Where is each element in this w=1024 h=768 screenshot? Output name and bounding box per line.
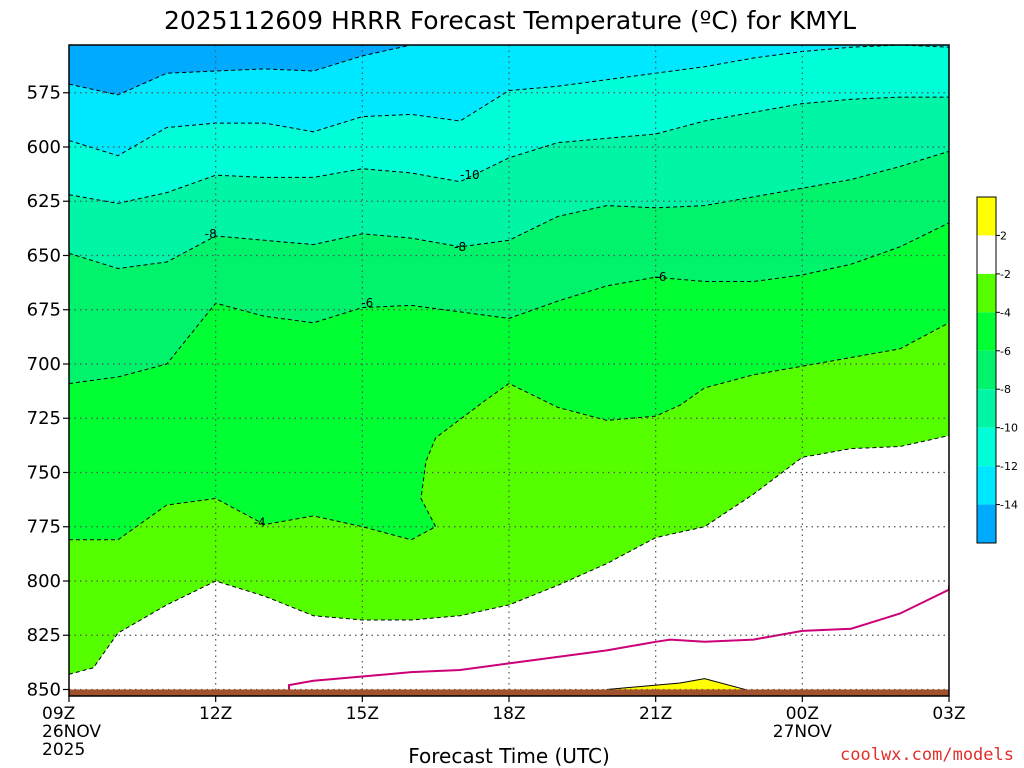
y-tick-label: 650 (27, 245, 61, 266)
contour-line--10 (69, 96, 949, 204)
y-tick-label: 725 (27, 408, 61, 429)
y-tick-label: 675 (27, 300, 61, 321)
y-tick-label: 800 (27, 571, 61, 592)
colorbar-tick-label: -2 (1000, 268, 1011, 281)
x-tick-label: 26NOV (42, 722, 101, 742)
x-tick-label: 12Z (199, 704, 232, 724)
x-tick-label: 09Z (42, 704, 75, 724)
colorbar-swatch (977, 197, 996, 236)
colorbar-tick-label: -14 (1000, 499, 1018, 512)
colorbar-swatch (977, 350, 996, 390)
credit-text: coolwx.com/models (840, 745, 1014, 765)
y-tick-label: 750 (27, 462, 61, 483)
contour-label: -4 (254, 515, 266, 529)
contour-line--2 (69, 435, 949, 675)
contour-line-2 (606, 678, 754, 693)
chart-title: 2025112609 HRRR Forecast Temperature (ºC… (164, 6, 856, 35)
contour-line--4 (69, 322, 949, 541)
colorbar-tick-label: -6 (1000, 345, 1011, 358)
colorbar-swatch (977, 466, 996, 505)
ground-surface (69, 689, 949, 696)
fill-band--2to2 (69, 435, 949, 696)
colorbar-swatch (977, 312, 996, 351)
y-tick-label: 825 (27, 625, 61, 646)
contour-line--6 (69, 222, 949, 384)
x-tick-label: 2025 (42, 740, 85, 760)
contour-line-0 (288, 585, 949, 690)
contour-label: -10 (460, 168, 480, 182)
colorbar-tick-label: -10 (1000, 422, 1018, 435)
y-tick-label: 775 (27, 517, 61, 538)
y-tick-label: 700 (27, 354, 61, 375)
contour-label: -6 (361, 296, 373, 310)
colorbar-tick-label: -8 (1000, 383, 1011, 396)
x-tick-label: 18Z (492, 704, 525, 724)
colorbar-swatch (977, 389, 996, 428)
x-tick-label: 15Z (346, 704, 379, 724)
colorbar-swatch (977, 235, 996, 274)
colorbar-swatch (977, 427, 996, 467)
colorbar: 2 -2 -4 -6 -8 -10 -12 -14 (976, 196, 1018, 544)
colorbar-tick-label: -12 (1000, 460, 1018, 473)
contour-label: -8 (454, 240, 466, 254)
colorbar-tick-label: -4 (1000, 306, 1011, 319)
x-tick-label: 21Z (639, 704, 672, 724)
y-tick-label: 575 (27, 83, 61, 104)
contour-line--14 (69, 45, 412, 96)
x-axis-label: Forecast Time (UTC) (408, 744, 610, 768)
y-tick-label: 625 (27, 191, 61, 212)
colorbar-frame (976, 196, 997, 544)
contour-label: -8 (205, 227, 217, 241)
contour-label: -6 (655, 270, 667, 284)
colorbar-swatch (977, 504, 996, 543)
colorbar-swatch (977, 273, 996, 313)
x-tick-label: 03Z (932, 704, 965, 724)
colorbar-tick-label: 2 (1000, 229, 1007, 242)
x-tick-label: 27NOV (773, 722, 832, 742)
contour-line--8 (69, 150, 949, 270)
x-tick-label: 00Z (786, 704, 819, 724)
y-tick-label: 850 (27, 679, 61, 700)
y-tick-label: 600 (27, 137, 61, 158)
